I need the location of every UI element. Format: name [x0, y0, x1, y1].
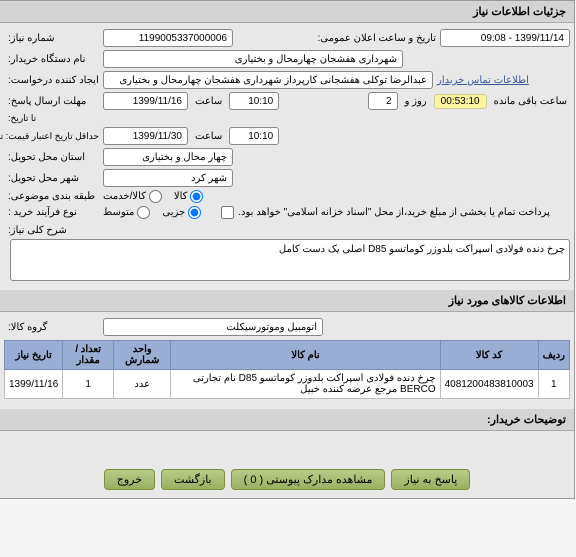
label-need-no: شماره نیاز: — [5, 33, 100, 44]
field-date1: 1399/11/16 — [104, 92, 189, 110]
timer: 00:53:10 — [435, 94, 488, 109]
answer-button[interactable]: پاسخ به نیاز — [392, 469, 471, 490]
label-goods-group: گروه کالا: — [5, 322, 100, 333]
field-city: شهر کرد — [104, 169, 234, 187]
field-need-no: 1199005337000006 — [104, 29, 234, 47]
general-desc-field: چرخ دنده فولادی اسپراکت بلدوزر کوماتسو D… — [11, 239, 571, 281]
th-qty: تعداد / مقدار — [64, 341, 115, 370]
table-row: 1 4081200483810003 چرخ دنده فولادی اسپرا… — [6, 370, 571, 399]
pay-note: پرداخت تمام یا بخشی از مبلغ خرید،از محل … — [239, 207, 551, 218]
label-sat2: ساعت — [193, 131, 226, 142]
radio-khadamat-text: کالا/خدمت — [104, 191, 147, 202]
label-creator: ایجاد کننده درخواست: — [5, 75, 100, 86]
label-sat1: ساعت — [193, 96, 226, 107]
field-goods-group: اتومبیل وموتورسیکلت — [104, 318, 324, 336]
radio-moto-text: متوسط — [104, 207, 135, 218]
section-details-header: جزئیات اطلاعات نیاز — [1, 1, 575, 23]
th-name: نام کالا — [172, 341, 441, 370]
field-day-count: 2 — [369, 92, 399, 110]
field-pub-datetime: 1399/11/14 - 09:08 — [441, 29, 571, 47]
cell-qty: 1 — [64, 370, 115, 399]
label-min-valid: حداقل تاریخ اعتبار قیمت: تا تاریخ: — [5, 131, 100, 142]
checkbox-treasury[interactable] — [222, 206, 235, 219]
buyer-desc-area — [1, 431, 575, 461]
radio-moto[interactable] — [138, 206, 151, 219]
radio-jozi-text: جزیی — [163, 207, 186, 218]
cell-n: 1 — [539, 370, 570, 399]
label-remain: ساعت باقی مانده — [492, 96, 571, 107]
radio-kala-label[interactable]: کالا — [175, 190, 205, 203]
label-pkg-subj: طبقه بندی موضوعی: — [5, 191, 100, 202]
th-n: ردیف — [539, 341, 570, 370]
back-button[interactable]: بازگشت — [162, 469, 226, 490]
cell-unit: عدد — [115, 370, 172, 399]
attachments-button[interactable]: مشاهده مدارک پیوستی ( 0 ) — [232, 469, 387, 490]
section-buyer-desc-header: توضیحات خریدار: — [1, 409, 575, 431]
contact-link[interactable]: اطلاعات تماس خریدار — [438, 75, 530, 86]
th-date: تاریخ نیاز — [6, 341, 64, 370]
radio-kala[interactable] — [191, 190, 204, 203]
cell-name: چرخ دنده فولادی اسپراکت بلدوزر کوماتسو D… — [172, 370, 441, 399]
label-to-date: تا تاریخ: — [5, 113, 100, 124]
label-buy-type: نوع فرآیند خرید : — [5, 207, 100, 218]
radio-moto-label[interactable]: متوسط — [104, 206, 151, 219]
label-buyer-org: نام دستگاه خریدار: — [5, 54, 100, 65]
radio-khadamat-label[interactable]: کالا/خدمت — [104, 190, 163, 203]
label-reply-deadline: مهلت ارسال پاسخ: — [5, 96, 100, 107]
field-date2: 1399/11/30 — [104, 127, 189, 145]
radio-khadamat[interactable] — [150, 190, 163, 203]
label-province: استان محل تحویل: — [5, 152, 100, 163]
th-code: کد کالا — [441, 341, 539, 370]
field-province: چهار محال و بختیاری — [104, 148, 234, 166]
field-time2: 10:10 — [230, 127, 280, 145]
cell-code: 4081200483810003 — [441, 370, 539, 399]
label-general-desc: شرح کلی نیاز: — [5, 225, 100, 236]
radio-kala-text: کالا — [175, 191, 189, 202]
label-roz: روز و — [403, 96, 431, 107]
label-pub-datetime: تاریخ و ساعت اعلان عمومی: — [317, 33, 437, 44]
cell-date: 1399/11/16 — [6, 370, 64, 399]
items-table: ردیف کد کالا نام کالا واحد شمارش تعداد /… — [5, 340, 571, 399]
field-creator: عبدالرضا توکلی هفشجانی کارپرداز شهرداری … — [104, 71, 434, 89]
radio-jozi-label[interactable]: جزیی — [163, 206, 202, 219]
radio-jozi[interactable] — [189, 206, 202, 219]
th-unit: واحد شمارش — [115, 341, 172, 370]
label-city: شهر محل تحویل: — [5, 173, 100, 184]
section-items-header: اطلاعات کالاهای مورد نیاز — [1, 290, 575, 312]
field-time1: 10:10 — [230, 92, 280, 110]
field-buyer-org: شهرداری هفشجان چهارمحال و بختیاری — [104, 50, 404, 68]
exit-button[interactable]: خروج — [105, 469, 156, 490]
